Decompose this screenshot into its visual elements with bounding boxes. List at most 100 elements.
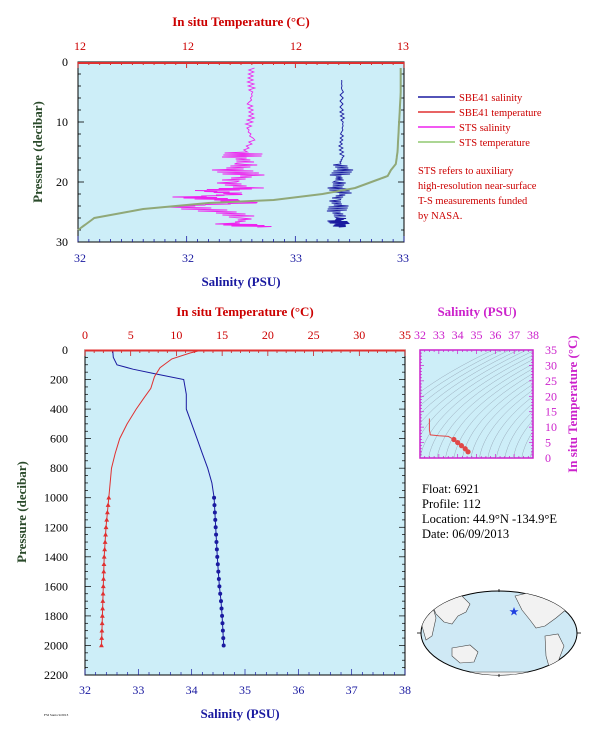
bottom-pressure-tick-label: 2200	[44, 668, 68, 682]
salinity-point	[216, 569, 221, 574]
bottom-temperature-ticks: 0 5 10 15 20 25 30 35	[82, 328, 411, 342]
ts-temp-tick-label: 5	[545, 436, 551, 450]
bottom-pressure-tick-label: 1200	[44, 520, 68, 534]
bottom-temp-tick-label: 20	[262, 328, 274, 342]
svg-text:T-S measurements funded: T-S measurements funded	[418, 196, 528, 207]
temperature-point	[101, 554, 107, 559]
ts-temp-tick-label: 25	[545, 374, 557, 388]
bottom-salinity-tick-label: 36	[292, 683, 304, 697]
temperature-point	[100, 583, 106, 589]
ts-point	[451, 436, 457, 443]
legend-sts-salinity: STS salinity	[459, 123, 511, 134]
ts-temperature-axis-label: In situ Temperature (°C)	[565, 335, 580, 473]
bottom-pressure-tick-label: 0	[62, 343, 68, 357]
ts-ticks	[419, 349, 534, 459]
top-pressure-tick-10: 10	[56, 115, 68, 129]
salinity-point	[220, 621, 225, 626]
ts-point	[458, 443, 465, 449]
bottom-temp-tick-label: 35	[399, 328, 411, 342]
temperature-point	[101, 568, 107, 574]
temperature-point	[105, 509, 110, 515]
temperature-point	[99, 642, 104, 648]
bottom-salinity-tick-label: 33	[132, 683, 144, 697]
temperature-point	[104, 517, 110, 522]
top-series-sbe41-salinity	[326, 79, 354, 228]
top-temp-tick-2: 12	[182, 39, 194, 53]
salinity-point	[218, 591, 223, 596]
salinity-point	[221, 636, 226, 641]
temperature-point	[99, 635, 105, 640]
ts-salinity-tick-label: 35	[471, 328, 483, 342]
temperature-point	[99, 620, 105, 626]
bottom-temp-tick-label: 15	[216, 328, 228, 342]
ts-salinity-ticks: 32 33 34 35 36 37 38	[414, 328, 539, 342]
bottom-pressure-tick-label: 1800	[44, 609, 68, 623]
bottom-pressure-tick-label: 1000	[44, 491, 68, 505]
ts-salinity-tick-label: 37	[508, 328, 520, 342]
bottom-salinity-tick-label: 38	[399, 683, 411, 697]
bottom-plot-area	[84, 349, 406, 676]
bottom-chart: In situ Temperature (°C) 0 5 10 15 20 25 30 35 …	[14, 304, 411, 721]
salinity-point	[220, 628, 225, 633]
ts-salinity-tick-label: 36	[489, 328, 501, 342]
location: Location: 44.9°N -134.9°E	[422, 512, 557, 526]
sts-note: STS refers to auxiliary high-resolution …	[418, 166, 537, 222]
svg-text:STS refers to auxiliary: STS refers to auxiliary	[418, 166, 514, 177]
ts-series	[428, 418, 471, 455]
footer-credit: FSI Santa 9/2013	[44, 713, 69, 717]
bottom-pressure-tick-label: 1400	[44, 550, 68, 564]
bottom-salinity-ticks: 32 33 34 35 36 37 38	[79, 683, 411, 697]
salinity-point	[219, 599, 223, 604]
ts-temp-tick-label: 35	[545, 343, 557, 357]
salinity-point	[212, 510, 217, 515]
float-info: Float: 6921 Profile: 112 Location: 44.9°…	[422, 482, 557, 541]
salinity-point	[214, 540, 219, 545]
top-salinity-tick-4: 33	[397, 251, 409, 265]
bottom-temperature-axis-label: In situ Temperature (°C)	[176, 304, 314, 319]
bottom-salinity-axis-label: Salinity (PSU)	[200, 706, 279, 721]
temperature-point	[105, 502, 111, 507]
ts-salinity-tick-label: 32	[414, 328, 426, 342]
ts-salinity-tick-label: 33	[433, 328, 445, 342]
top-legend: SBE41 salinity SBE41 temperature STS sal…	[418, 93, 542, 149]
temperature-point	[101, 561, 107, 567]
bottom-temp-tick-label: 0	[82, 328, 88, 342]
bottom-pressure-tick-label: 1600	[44, 579, 68, 593]
temperature-point	[103, 532, 108, 537]
bottom-pressure-tick-label: 800	[50, 461, 68, 475]
temperature-point	[102, 546, 108, 552]
salinity-point	[212, 495, 217, 500]
bottom-pressure-tick-label: 200	[50, 373, 68, 387]
ts-temp-tick-label: 15	[545, 405, 557, 419]
ts-temp-tick-label: 10	[545, 420, 557, 434]
top-salinity-tick-1: 32	[74, 251, 86, 265]
temperature-point	[100, 598, 106, 603]
ts-plot-area	[419, 349, 534, 459]
bottom-pressure-tick-label: 400	[50, 402, 68, 416]
temperature-point	[106, 495, 112, 500]
map-antarctica	[429, 671, 571, 675]
ts-point	[455, 439, 461, 446]
ts-point	[465, 449, 471, 455]
top-series	[77, 67, 402, 231]
salinity-point	[221, 643, 226, 648]
top-pressure-tick-20: 20	[56, 175, 68, 189]
top-temperature-axis-label: In situ Temperature (°C)	[172, 14, 310, 29]
temperature-point	[102, 539, 108, 544]
float-number: Float: 6921	[422, 482, 479, 496]
legend-sbe41-salinity: SBE41 salinity	[459, 93, 523, 104]
salinity-point	[214, 547, 219, 552]
bottom-pressure-axis-label: Pressure (decibar)	[14, 461, 29, 563]
ts-temp-tick-label: 0	[545, 451, 551, 465]
ts-isopycnals	[420, 350, 533, 458]
salinity-point	[213, 517, 218, 522]
ts-temp-tick-label: 20	[545, 389, 557, 403]
map-australia	[451, 644, 479, 664]
date: Date: 06/09/2013	[422, 527, 509, 541]
top-temp-tick-3: 12	[290, 39, 302, 53]
bottom-temp-tick-label: 30	[353, 328, 365, 342]
svg-text:high-resolution near-surface: high-resolution near-surface	[418, 181, 537, 192]
salinity-point	[216, 576, 221, 581]
